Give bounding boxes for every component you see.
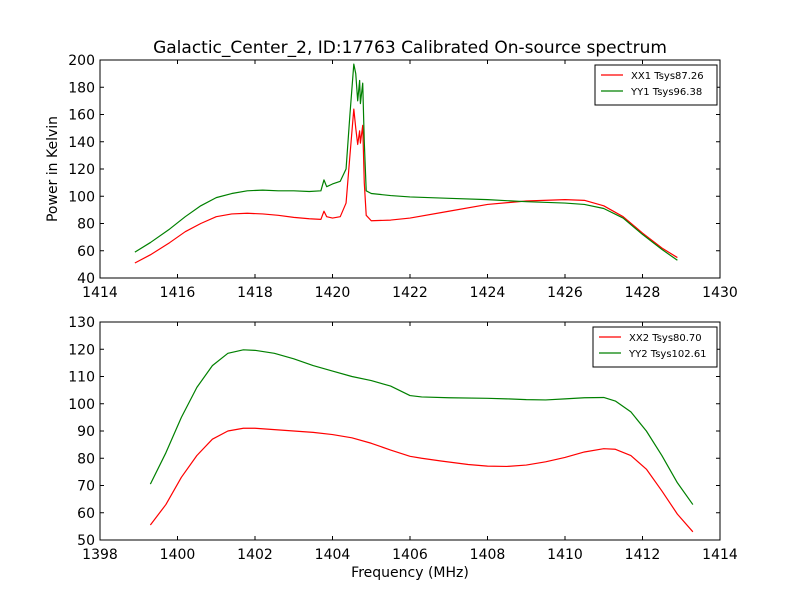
series-line-1 (149, 427, 694, 533)
x-tick-label: 1422 (392, 285, 428, 301)
y-tick-label: 80 (77, 451, 95, 467)
legend: XX1 Tsys87.26 YY1 Tsys96.38 (594, 64, 718, 106)
x-tick-label: 1400 (160, 547, 196, 563)
x-tick-label: 1414 (82, 285, 118, 301)
x-tick-label: 1412 (625, 547, 661, 563)
series-line-1 (134, 108, 678, 264)
legend-box (594, 64, 718, 106)
x-tick-label: 1406 (392, 547, 428, 563)
y-tick-label: 160 (68, 108, 95, 124)
y-tick-label: 140 (68, 135, 95, 151)
series-line-2 (149, 349, 694, 505)
x-tick-label: 1424 (470, 285, 506, 301)
series-line-2 (134, 63, 678, 261)
x-axis-label: Frequency (MHz) (351, 565, 469, 581)
y-tick-label: 200 (68, 53, 95, 69)
legend-label-2: YY1 Tsys96.38 (630, 87, 702, 98)
x-tick-label: 1428 (625, 285, 661, 301)
x-tick-label: 1418 (237, 285, 273, 301)
y-tick-label: 110 (68, 370, 95, 386)
chart-title: Galactic_Center_2, ID:17763 Calibrated O… (153, 38, 667, 58)
y-tick-label: 130 (68, 315, 95, 331)
y-tick-label: 100 (68, 189, 95, 205)
y-tick-label: 180 (68, 80, 95, 96)
x-tick-label: 1404 (315, 547, 351, 563)
y-axis-label: Power in Kelvin (45, 116, 61, 222)
x-tick-label: 1416 (160, 285, 196, 301)
x-tick-label: 1426 (547, 285, 583, 301)
y-tick-label: 40 (77, 271, 95, 287)
y-tick-label: 60 (77, 244, 95, 260)
x-tick-label: 1430 (702, 285, 738, 301)
x-tick-label: 1410 (547, 547, 583, 563)
y-tick-label: 50 (77, 533, 95, 549)
y-tick-label: 120 (68, 162, 95, 178)
top-plot: 1414 1416 1418 1420 1422 1424 1426 1428 1430 40 60… (68, 53, 738, 301)
bottom-plot: 1398 1400 1402 1404 1406 1408 1410 1412 1414 50 60… (68, 315, 738, 563)
x-tick-label: 1398 (82, 547, 118, 563)
y-tick-label: 90 (77, 424, 95, 440)
legend-label-1: XX2 Tsys80.70 (629, 333, 702, 344)
legend-label-2: YY2 Tsys102.61 (628, 349, 707, 360)
x-tick-label: 1420 (315, 285, 351, 301)
legend-box (592, 326, 718, 368)
x-tick-label: 1402 (237, 547, 273, 563)
y-tick-label: 60 (77, 506, 95, 522)
y-tick-label: 100 (68, 397, 95, 413)
x-tick-label: 1414 (702, 547, 738, 563)
x-tick-label: 1408 (470, 547, 506, 563)
legend-label-1: XX1 Tsys87.26 (631, 71, 704, 82)
y-tick-label: 80 (77, 217, 95, 233)
y-tick-label: 70 (77, 479, 95, 495)
y-tick-label: 120 (68, 342, 95, 358)
legend: XX2 Tsys80.70 YY2 Tsys102.61 (592, 326, 718, 368)
